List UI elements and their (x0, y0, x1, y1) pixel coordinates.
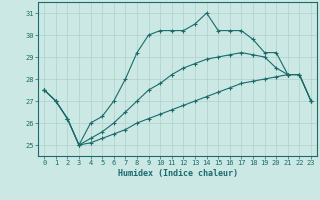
X-axis label: Humidex (Indice chaleur): Humidex (Indice chaleur) (118, 169, 238, 178)
